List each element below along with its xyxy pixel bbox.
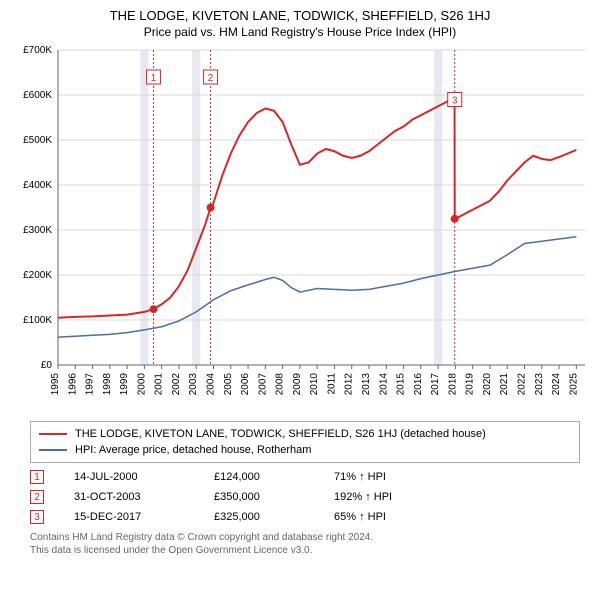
svg-text:2009: 2009 [292, 373, 303, 396]
sale-pct: 192% ↑ HPI [334, 491, 454, 503]
legend-row-property: THE LODGE, KIVETON LANE, TODWICK, SHEFFI… [39, 426, 571, 442]
chart-container: THE LODGE, KIVETON LANE, TODWICK, SHEFFI… [0, 0, 600, 590]
svg-text:2018: 2018 [447, 373, 458, 396]
sale-marker-1: 1 [30, 470, 44, 484]
sales-row: 3 15-DEC-2017 £325,000 65% ↑ HPI [30, 507, 580, 527]
svg-text:2008: 2008 [275, 373, 286, 396]
svg-text:2014: 2014 [378, 373, 389, 396]
chart-title: THE LODGE, KIVETON LANE, TODWICK, SHEFFI… [10, 8, 590, 23]
svg-text:1998: 1998 [102, 373, 113, 396]
svg-text:£300K: £300K [23, 225, 52, 236]
svg-text:2003: 2003 [188, 373, 199, 396]
svg-text:£200K: £200K [23, 270, 52, 281]
svg-text:2017: 2017 [430, 373, 441, 396]
sales-row: 1 14-JUL-2000 £124,000 71% ↑ HPI [30, 467, 580, 487]
svg-text:1: 1 [151, 73, 157, 84]
svg-text:2015: 2015 [396, 373, 407, 396]
sale-marker-3: 3 [30, 510, 44, 524]
svg-text:2007: 2007 [257, 373, 268, 396]
legend-swatch-hpi [39, 449, 67, 451]
svg-text:2010: 2010 [309, 373, 320, 396]
svg-text:£600K: £600K [23, 90, 52, 101]
svg-text:2002: 2002 [171, 373, 182, 396]
legend-row-hpi: HPI: Average price, detached house, Roth… [39, 442, 571, 458]
svg-text:2: 2 [208, 73, 214, 84]
svg-text:1996: 1996 [67, 373, 78, 396]
svg-text:2004: 2004 [206, 373, 217, 396]
svg-text:2023: 2023 [534, 373, 545, 396]
sale-price: £325,000 [214, 511, 334, 523]
legend-label-property: THE LODGE, KIVETON LANE, TODWICK, SHEFFI… [75, 428, 486, 440]
svg-text:2013: 2013 [361, 373, 372, 396]
footer-line1: Contains HM Land Registry data © Crown c… [30, 531, 580, 544]
sale-price: £350,000 [214, 491, 334, 503]
svg-text:2025: 2025 [568, 373, 579, 396]
svg-text:2000: 2000 [136, 373, 147, 396]
svg-text:1995: 1995 [50, 373, 61, 396]
sale-pct: 71% ↑ HPI [334, 471, 454, 483]
chart-subtitle: Price paid vs. HM Land Registry's House … [10, 25, 590, 39]
svg-text:3: 3 [452, 96, 458, 107]
svg-text:£0: £0 [41, 360, 53, 371]
legend-swatch-property [39, 433, 67, 435]
svg-text:2011: 2011 [326, 373, 337, 395]
svg-text:2022: 2022 [517, 373, 528, 396]
chart-area: £0 £100K £200K £300K £400K £500K £600K £700K 199… [10, 45, 590, 415]
svg-text:2005: 2005 [223, 373, 234, 396]
sale-price: £124,000 [214, 471, 334, 483]
svg-text:£700K: £700K [23, 45, 52, 56]
svg-text:2016: 2016 [413, 373, 424, 396]
legend-box: THE LODGE, KIVETON LANE, TODWICK, SHEFFI… [30, 421, 580, 463]
svg-text:£500K: £500K [23, 135, 52, 146]
sales-row: 2 31-OCT-2003 £350,000 192% ↑ HPI [30, 487, 580, 507]
sale-marker-2: 2 [30, 490, 44, 504]
svg-text:£400K: £400K [23, 180, 52, 191]
svg-text:2012: 2012 [344, 373, 355, 396]
sale-pct: 65% ↑ HPI [334, 511, 454, 523]
svg-text:1997: 1997 [85, 373, 96, 396]
sales-table: 1 14-JUL-2000 £124,000 71% ↑ HPI 2 31-OC… [30, 467, 580, 527]
sale-date: 14-JUL-2000 [74, 471, 214, 483]
sale-date: 31-OCT-2003 [74, 491, 214, 503]
legend-label-hpi: HPI: Average price, detached house, Roth… [75, 444, 311, 456]
footer-line2: This data is licensed under the Open Gov… [30, 544, 580, 557]
svg-text:2006: 2006 [240, 373, 251, 396]
svg-text:2020: 2020 [482, 373, 493, 396]
svg-text:2021: 2021 [499, 373, 510, 396]
svg-text:2019: 2019 [465, 373, 476, 396]
svg-text:2024: 2024 [551, 373, 562, 396]
svg-text:2001: 2001 [154, 373, 165, 396]
svg-text:1999: 1999 [119, 373, 130, 396]
svg-text:£100K: £100K [23, 315, 52, 326]
footer: Contains HM Land Registry data © Crown c… [30, 531, 580, 557]
sale-date: 15-DEC-2017 [74, 511, 214, 523]
plot-svg: £0 £100K £200K £300K £400K £500K £600K £700K 199… [10, 45, 590, 415]
